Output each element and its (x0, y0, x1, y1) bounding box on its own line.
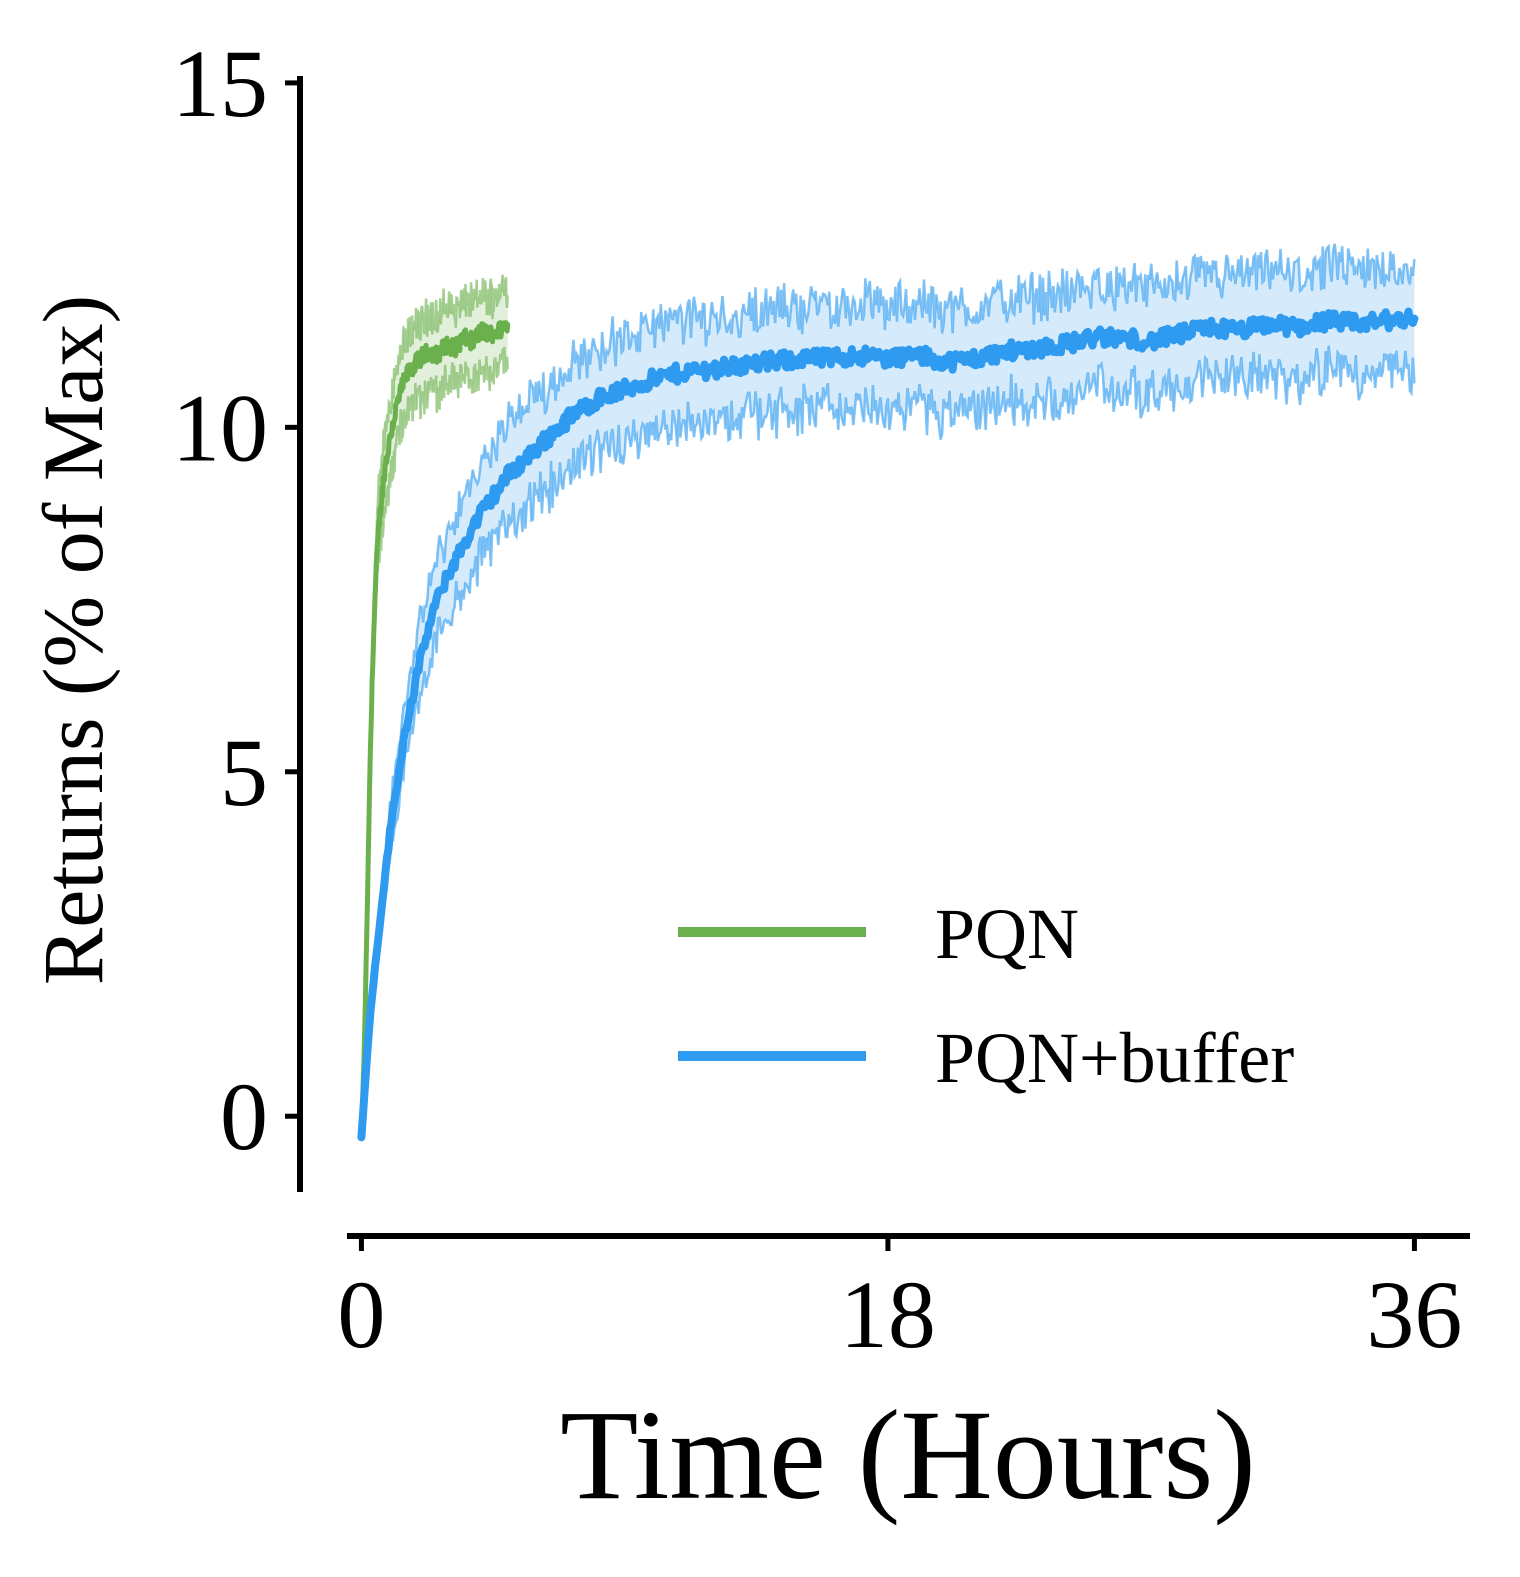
legend-label-pqn-buffer: PQN+buffer (935, 1018, 1294, 1098)
y-tick-label: 0 (220, 1063, 268, 1170)
legend-label-pqn: PQN (935, 894, 1079, 974)
y-ticks: 0 5 10 15 (172, 30, 300, 1170)
series-line-pqn (358, 320, 511, 1140)
x-tick-label: 36 (1366, 1261, 1462, 1368)
band-upper-pqn (360, 274, 509, 1136)
y-tick-label: 5 (220, 719, 268, 826)
legend: PQN PQN+buffer (678, 894, 1294, 1098)
series-lines (357, 307, 1419, 1142)
band-lower-pqn (360, 346, 509, 1139)
band-lower-pqn-buffer (360, 345, 1416, 1140)
x-axis-label: Time (Hours) (560, 1384, 1256, 1526)
x-tick-label: 0 (337, 1261, 385, 1368)
y-tick-label: 10 (172, 374, 268, 481)
series-line-pqn-buffer (357, 307, 1419, 1142)
x-ticks: 0 18 36 (337, 1236, 1462, 1368)
band-pqn (361, 274, 508, 1139)
y-axis-label: Returns (% of Max) (25, 295, 121, 985)
band-upper-pqn-buffer (360, 243, 1416, 1136)
confidence-bands (360, 243, 1416, 1140)
x-tick-label: 18 (840, 1261, 936, 1368)
y-tick-label: 15 (172, 30, 268, 137)
